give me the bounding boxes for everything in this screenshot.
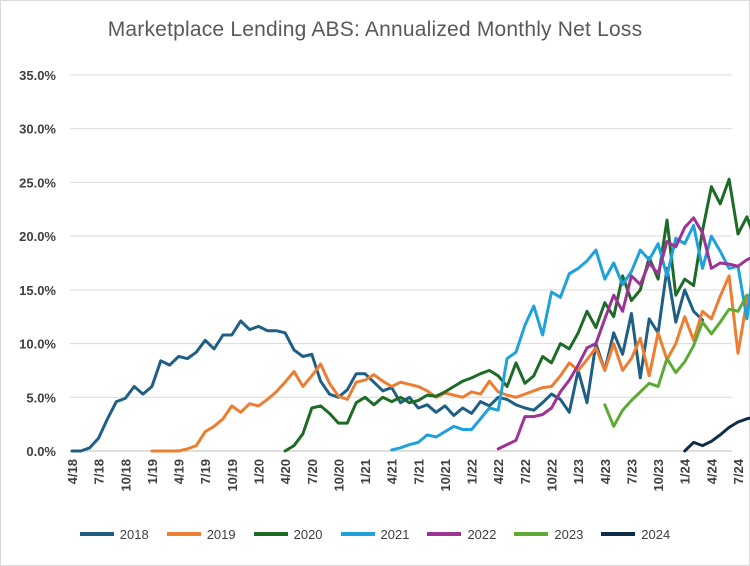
y-tick-label: 10.0% [19, 337, 56, 352]
x-tick-label: 1/23 [571, 459, 586, 484]
x-tick-label: 10/20 [331, 459, 346, 492]
x-axis-labels: 4/18 7/18 10/18 1/19 4/19 7/19 10/19 1/20 4/20 7/… [65, 458, 746, 491]
y-tick-label: 35.0% [19, 68, 56, 83]
legend-swatch [514, 532, 549, 536]
x-tick-label: 10/23 [651, 459, 666, 492]
x-tick-label: 10/19 [225, 459, 240, 492]
x-tick-label: 7/24 [731, 458, 746, 484]
series-line-2022 [496, 216, 750, 451]
x-tick-label: 7/19 [198, 459, 213, 484]
gridlines [70, 74, 732, 452]
x-tick-label: 4/21 [385, 459, 400, 484]
legend: 2018 2019 2020 2021 2022 2023 2024 [0, 524, 750, 544]
x-tick-label: 4/20 [278, 459, 293, 484]
series-lines [70, 177, 750, 453]
y-tick-label: 20.0% [19, 229, 56, 244]
y-tick-label: 15.0% [19, 283, 56, 298]
y-tick-label: 0.0% [26, 444, 56, 459]
x-tick-label: 4/24 [704, 458, 719, 484]
legend-label: 2018 [119, 526, 149, 542]
series-line-2023 [603, 293, 749, 428]
legend-swatch [601, 532, 636, 536]
legend-swatch [79, 532, 114, 536]
legend-label: 2024 [641, 526, 671, 542]
x-tick-label: 7/20 [305, 459, 320, 484]
legend-item-2020: 2020 [253, 524, 323, 544]
legend-swatch [166, 532, 201, 536]
series-line-2024 [683, 416, 750, 453]
legend-label: 2023 [554, 526, 584, 542]
legend-swatch [340, 532, 375, 536]
x-tick-label: 1/24 [678, 458, 693, 484]
x-tick-label: 4/19 [172, 459, 187, 484]
series-line-2020 [283, 177, 750, 453]
x-tick-label: 10/22 [545, 459, 560, 492]
y-tick-label: 25.0% [19, 175, 56, 190]
chart-title: Marketplace Lending ABS: Annualized Mont… [107, 18, 643, 41]
legend-item-2024: 2024 [601, 524, 670, 544]
legend-item-2018: 2018 [79, 524, 149, 544]
x-tick-label: 10/21 [438, 459, 453, 492]
legend-item-2021: 2021 [340, 524, 410, 544]
legend-item-2023: 2023 [514, 524, 583, 544]
y-tick-label: 30.0% [19, 122, 56, 137]
x-tick-label: 4/18 [65, 459, 80, 484]
legend-item-2022: 2022 [427, 524, 496, 544]
legend-label: 2019 [206, 526, 236, 542]
x-tick-label: 7/22 [518, 459, 533, 484]
x-tick-label: 7/23 [624, 459, 639, 484]
x-tick-label: 7/21 [411, 459, 426, 484]
series-line-2019 [150, 274, 750, 453]
legend-label: 2022 [467, 526, 497, 542]
x-tick-label: 1/21 [358, 459, 373, 484]
x-tick-label: 7/18 [92, 459, 107, 484]
legend-item-2019: 2019 [166, 524, 236, 544]
x-tick-label: 10/18 [118, 459, 133, 492]
legend-swatch [427, 532, 462, 536]
legend-swatch [253, 532, 288, 536]
x-tick-label: 4/23 [598, 459, 613, 484]
x-tick-label: 1/19 [145, 459, 160, 484]
x-tick-label: 1/20 [251, 459, 266, 484]
y-axis-labels: 0.0% 5.0% 10.0% 15.0% 20.0% 25.0% 30.0% 35.0% [19, 68, 56, 459]
y-tick-label: 5.0% [26, 390, 56, 405]
legend-label: 2021 [380, 526, 410, 542]
x-tick-label: 4/22 [491, 459, 506, 484]
x-tick-label: 1/22 [465, 459, 480, 484]
legend-label: 2020 [293, 526, 323, 542]
series-line-2021 [390, 223, 750, 452]
